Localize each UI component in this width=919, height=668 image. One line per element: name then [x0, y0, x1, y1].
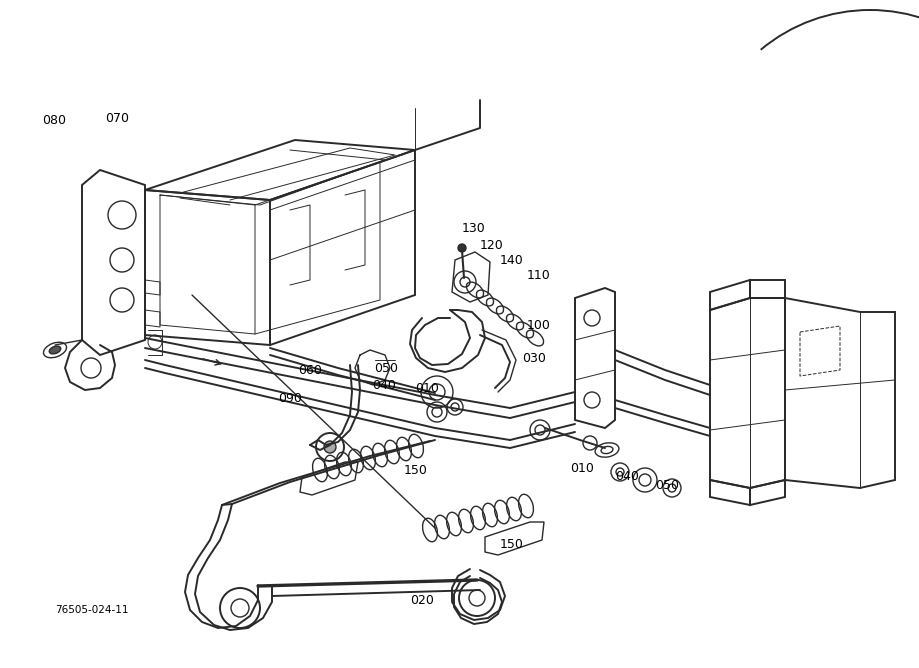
Text: 040: 040 — [615, 470, 639, 482]
Text: 76505-024-11: 76505-024-11 — [55, 605, 129, 615]
Text: 050: 050 — [374, 361, 398, 375]
Text: 060: 060 — [298, 363, 322, 377]
Text: 010: 010 — [415, 381, 439, 395]
Text: 040: 040 — [372, 379, 396, 391]
Text: 090: 090 — [278, 391, 301, 405]
Circle shape — [324, 441, 336, 453]
Text: 070: 070 — [105, 112, 129, 124]
Circle shape — [458, 244, 466, 252]
Text: 030: 030 — [522, 351, 546, 365]
Ellipse shape — [50, 346, 61, 354]
Text: 150: 150 — [404, 464, 428, 476]
Text: 050: 050 — [655, 478, 679, 492]
Text: 150: 150 — [500, 538, 524, 552]
Text: 140: 140 — [500, 253, 524, 267]
Text: 130: 130 — [462, 222, 486, 234]
Text: 080: 080 — [42, 114, 66, 126]
Text: 120: 120 — [480, 238, 504, 251]
Text: 010: 010 — [570, 462, 594, 474]
Text: 020: 020 — [410, 593, 434, 607]
Text: 110: 110 — [527, 269, 550, 281]
Text: 100: 100 — [527, 319, 550, 331]
